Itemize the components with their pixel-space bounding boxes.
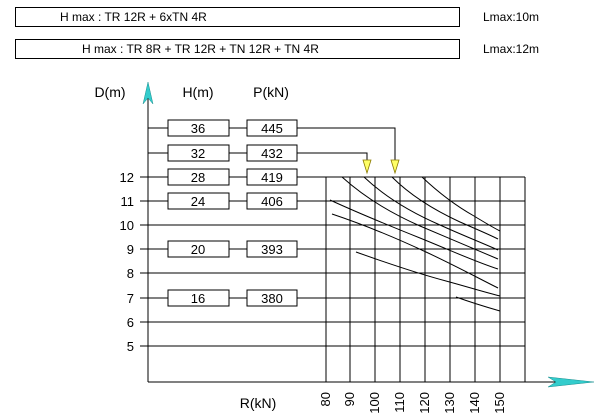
- p-value: 432: [261, 146, 283, 161]
- h-value-box: [167, 289, 230, 307]
- load-curve-4: [421, 176, 501, 232]
- marker-arrow-36: [390, 159, 400, 175]
- h-column-header: H(m): [182, 84, 213, 100]
- load-curves: [329, 176, 501, 312]
- p-value: 406: [261, 194, 283, 209]
- r-axis-ticks: 80 90 100 110 120 130 140 150: [318, 392, 507, 414]
- config-row-2: H max : TR 8R + TR 12R + TN 12R + TN 4R: [15, 39, 460, 59]
- h-value: 28: [191, 170, 205, 185]
- d-tick-label: 11: [121, 194, 135, 209]
- h-value-box: [167, 168, 230, 186]
- p-value: 380: [261, 291, 283, 306]
- config-row-1: H max : TR 12R + 6xTN 4R: [15, 7, 460, 27]
- h-value-box: [167, 119, 230, 137]
- config-row-1-formula: H max : TR 12R + 6xTN 4R: [60, 10, 207, 24]
- h-value: 24: [191, 194, 205, 209]
- d-axis-header: D(m): [94, 84, 125, 100]
- marker-connectors: [297, 127, 400, 175]
- marker-arrow-32: [362, 159, 372, 175]
- r-tick-label: 150: [492, 392, 507, 414]
- d-tick-label: 12: [120, 170, 134, 185]
- d-tick-label: 9: [127, 242, 134, 257]
- horizontal-axis: [148, 376, 595, 388]
- h-value: 20: [191, 242, 205, 257]
- load-curve-3: [391, 176, 499, 240]
- config-row-2-lmax: Lmax:12m: [483, 42, 540, 56]
- h-value-box: [167, 144, 230, 162]
- p-value-box: [246, 192, 298, 210]
- h-value-box: [167, 240, 230, 258]
- d-tick-label: 6: [127, 315, 134, 330]
- config-row-1-lmax: Lmax:10m: [483, 10, 540, 24]
- load-table: 36 445 32 432 28 419 24 406 20 393 16 380: [148, 119, 326, 307]
- r-tick-label: 90: [342, 392, 357, 406]
- p-value: 419: [261, 170, 283, 185]
- r-tick-label: 130: [442, 392, 457, 414]
- p-column-header: P(kN): [253, 84, 289, 100]
- d-tick-label: 8: [127, 266, 134, 281]
- r-axis-label: R(kN): [240, 395, 277, 411]
- p-value: 445: [261, 121, 283, 136]
- p-value-box: [246, 289, 298, 307]
- h-value: 16: [191, 291, 205, 306]
- load-curve-5: [329, 199, 499, 270]
- config-row-2-formula: H max : TR 8R + TR 12R + TN 12R + TN 4R: [82, 42, 319, 56]
- p-value: 393: [261, 242, 283, 257]
- d-tick-label: 10: [120, 218, 134, 233]
- grid-columns: [325, 177, 526, 382]
- r-tick-label: 140: [467, 392, 482, 414]
- load-curve-7: [355, 251, 501, 297]
- p-value-box: [246, 168, 298, 186]
- h-value-box: [167, 192, 230, 210]
- d-tick-label: 5: [127, 339, 134, 354]
- d-tick-label: 7: [127, 291, 134, 306]
- load-curve-8: [455, 296, 501, 312]
- r-tick-label: 80: [318, 392, 333, 406]
- h-value: 36: [191, 121, 205, 136]
- vertical-axis: [142, 81, 154, 382]
- r-tick-label: 110: [392, 392, 407, 413]
- h-value: 32: [191, 146, 205, 161]
- load-curve-1: [341, 176, 499, 260]
- r-tick-label: 100: [367, 392, 382, 414]
- load-curve-6: [331, 213, 499, 289]
- p-value-box: [246, 240, 298, 258]
- r-tick-label: 120: [417, 392, 432, 414]
- load-curve-2: [363, 176, 499, 251]
